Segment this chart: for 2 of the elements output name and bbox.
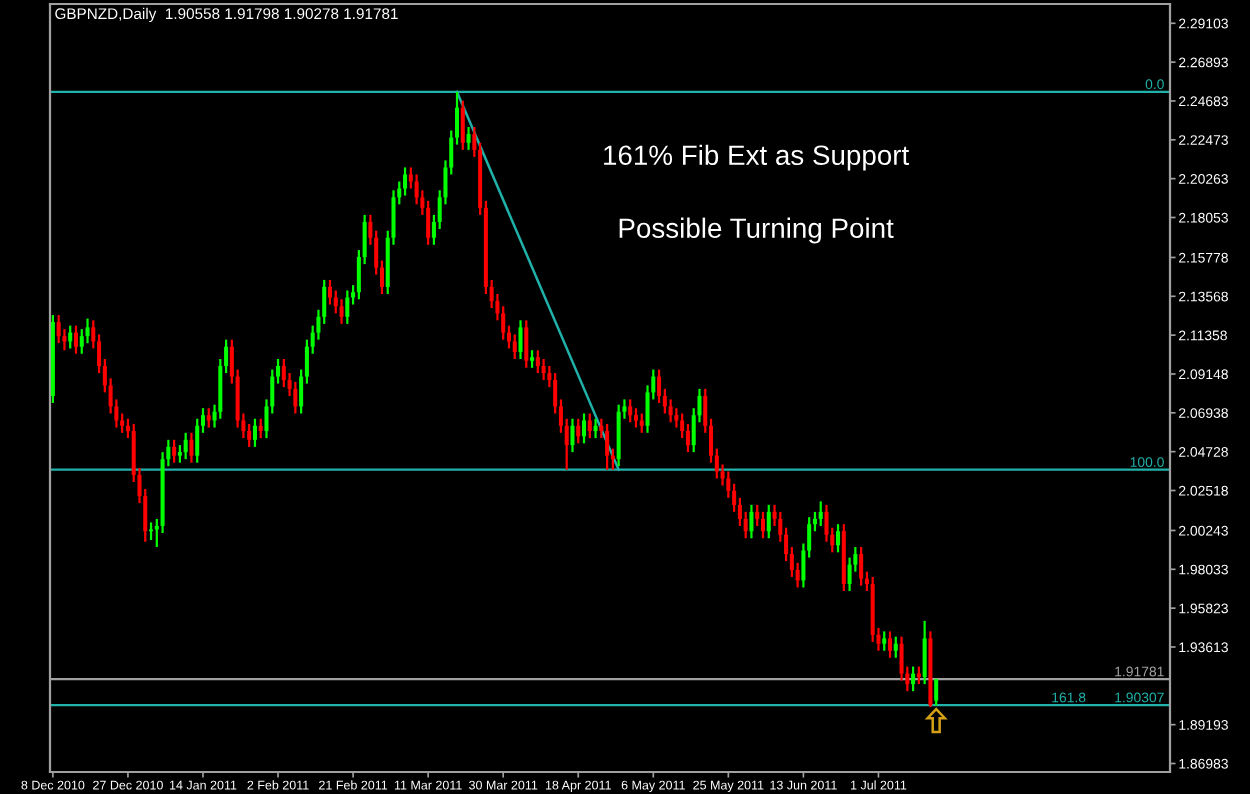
annotation: 161% Fib Ext as Support [604, 144, 910, 171]
annotation: Possible Turning Point [619, 217, 894, 244]
